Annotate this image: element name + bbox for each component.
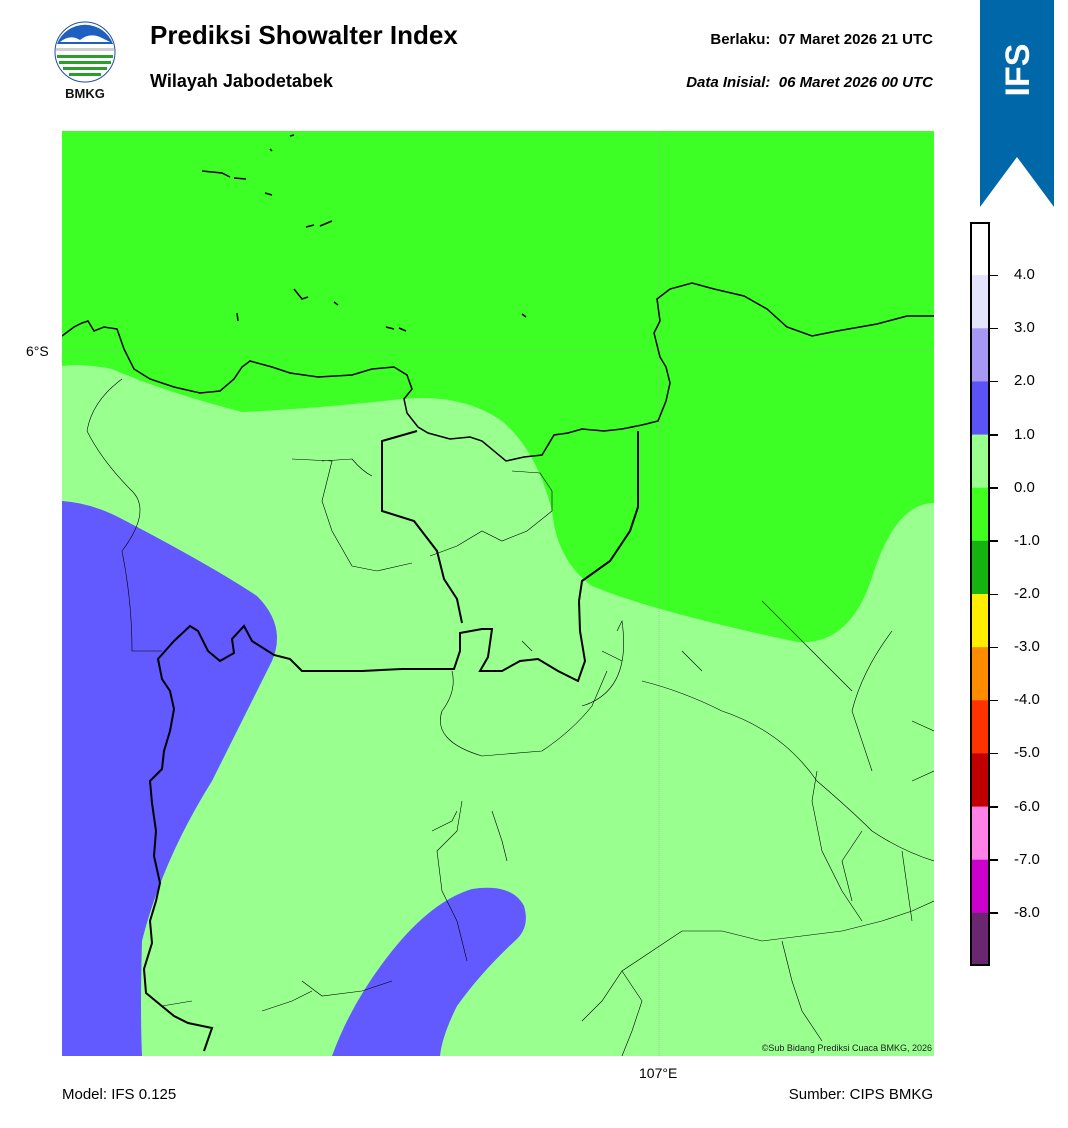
colorbar-segment xyxy=(970,594,990,648)
colorbar-tick xyxy=(990,859,998,861)
colorbar-segment xyxy=(970,806,990,861)
colorbar-segment xyxy=(970,859,990,914)
colorbar-tick-label: -4.0 xyxy=(1014,691,1040,709)
colorbar-tick xyxy=(990,274,998,277)
colorbar-tick xyxy=(990,434,998,436)
colorbar-segment xyxy=(970,328,990,382)
province-boundary xyxy=(142,431,639,1052)
colorbar-tick-label: -7.0 xyxy=(1014,850,1040,868)
colorbar-segment xyxy=(970,912,990,967)
page-title: Prediksi Showalter Index xyxy=(150,20,458,50)
colorbar-tick xyxy=(990,699,998,702)
colorbar-segment xyxy=(970,222,990,276)
blue-zone-south xyxy=(332,887,526,1056)
colorbar-tick-label: -5.0 xyxy=(1014,744,1040,762)
blue-zone-west xyxy=(62,501,277,1056)
colorbar-tick-label: 3.0 xyxy=(1014,319,1035,337)
jakarta-boundary xyxy=(381,430,463,624)
init-label: Data Inisial: xyxy=(686,74,771,91)
colorbar-tick-label: 2.0 xyxy=(1014,372,1035,390)
colorbar-segment xyxy=(970,275,990,329)
colorbar-tick-label: 0.0 xyxy=(1014,478,1035,496)
colorbar-segment xyxy=(970,434,990,489)
colorbar-tick xyxy=(990,806,998,808)
init-time-line: Data Inisial: 06 Maret 2026 00 UTC xyxy=(686,74,933,91)
map-credit: ©Sub Bidang Prediksi Cuaca BMKG, 2026 xyxy=(761,1043,932,1053)
colorbar-tick-label: -2.0 xyxy=(1014,585,1040,602)
valid-label: Berlaku: xyxy=(710,31,771,48)
colorbar-tick-label: -8.0 xyxy=(1014,903,1040,921)
forecast-map xyxy=(61,131,935,1057)
valid-time: 07 Maret 2026 21 UTC xyxy=(778,31,933,48)
colorbar-segment xyxy=(970,487,990,542)
model-info: Model: IFS 0.125 xyxy=(62,1086,177,1103)
coastline xyxy=(61,282,934,462)
colorbar-segment xyxy=(970,700,990,754)
colorbar-tick-label: 4.0 xyxy=(1014,266,1035,284)
page-subtitle: Wilayah Jabodetabek xyxy=(150,71,333,91)
longitude-label: 107°E xyxy=(639,1065,678,1081)
latitude-label: 6°S xyxy=(26,343,49,359)
colorbar-tick-label: -3.0 xyxy=(1014,638,1040,656)
colorbar-segment xyxy=(970,381,990,436)
regency-boundaries xyxy=(86,378,935,1057)
colorbar-tick xyxy=(990,646,998,649)
colorbar-tick-label: 1.0 xyxy=(1014,425,1035,443)
colorbar-tick xyxy=(990,380,998,383)
colorbar xyxy=(970,222,990,967)
init-time: 06 Maret 2026 00 UTC xyxy=(778,74,933,91)
ribbon-text: IFS xyxy=(999,44,1037,97)
colorbar-tick xyxy=(990,540,998,542)
colorbar-tick xyxy=(990,752,998,755)
bmkg-logo-icon: BMKG xyxy=(52,20,118,102)
colorbar-border xyxy=(970,222,990,966)
bright-green-zone xyxy=(62,131,934,643)
source-info: Sumber: CIPS BMKG xyxy=(788,1086,933,1103)
logo-text: BMKG xyxy=(65,86,105,101)
colorbar-segment xyxy=(970,540,990,595)
colorbar-tick xyxy=(990,327,998,330)
island xyxy=(201,134,527,332)
model-ribbon: IFS xyxy=(980,0,1054,210)
colorbar-tick xyxy=(990,593,998,595)
colorbar-tick-label: -6.0 xyxy=(1014,797,1040,815)
colorbar-tick-label: -1.0 xyxy=(1014,531,1040,549)
colorbar-segment xyxy=(970,647,990,701)
colorbar-tick xyxy=(990,487,998,489)
colorbar-tick xyxy=(990,912,998,914)
colorbar-segment xyxy=(970,753,990,808)
valid-time-line: Berlaku: 07 Maret 2026 21 UTC xyxy=(710,31,933,48)
